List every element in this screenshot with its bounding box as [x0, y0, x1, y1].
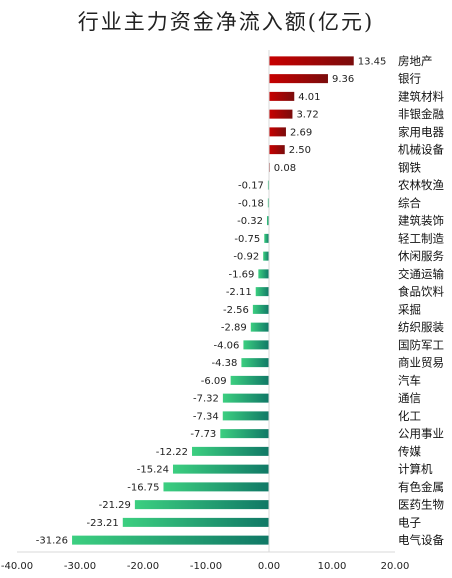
data-label: -0.92	[233, 252, 259, 263]
chart-title: 行业主力资金净流入额(亿元)	[77, 10, 375, 34]
data-label: -23.21	[87, 518, 119, 529]
bar	[72, 535, 269, 545]
data-label: 4.01	[298, 92, 320, 103]
bar	[269, 127, 286, 137]
category-label: 银行	[398, 72, 421, 86]
x-tick-label: -40.00	[1, 561, 33, 572]
x-tick-label: -10.00	[190, 561, 222, 572]
data-label: 3.72	[296, 110, 318, 121]
data-label: -31.26	[36, 536, 68, 547]
category-label: 国防军工	[398, 338, 444, 352]
bar	[267, 198, 269, 208]
category-label: 纺织服装	[398, 320, 444, 334]
category-label: 电气设备	[398, 533, 444, 547]
bar	[266, 216, 269, 226]
data-label: -21.29	[99, 500, 131, 511]
bar	[269, 56, 354, 66]
bar	[264, 233, 269, 243]
data-label: -2.89	[221, 323, 247, 334]
bar	[134, 500, 269, 510]
x-tick-label: -30.00	[64, 561, 96, 572]
bar	[222, 411, 269, 421]
category-label: 农林牧渔	[398, 178, 444, 192]
bar	[222, 393, 269, 403]
data-label: -4.38	[212, 358, 238, 369]
x-tick-label: 10.00	[318, 561, 347, 572]
bar	[267, 180, 269, 190]
category-label: 机械设备	[398, 143, 444, 157]
data-label: 2.69	[290, 127, 312, 138]
category-label: 休闲服务	[398, 249, 444, 263]
data-label: -0.17	[238, 181, 264, 192]
data-label: -2.11	[226, 287, 252, 298]
bar	[243, 340, 269, 350]
bar	[163, 482, 269, 492]
category-label: 轻工制造	[398, 231, 444, 245]
category-label: 建筑装饰	[398, 214, 444, 228]
bar	[220, 429, 269, 439]
bar	[258, 269, 269, 279]
x-tick-label: 0.00	[258, 561, 280, 572]
data-label: -7.34	[193, 411, 219, 422]
bar	[241, 358, 269, 368]
data-label: -7.73	[190, 429, 216, 440]
category-label: 汽车	[398, 373, 421, 387]
bar	[269, 145, 285, 155]
category-label: 采掘	[398, 302, 421, 316]
bar	[269, 74, 328, 84]
bar	[192, 446, 269, 456]
data-label: 0.08	[274, 163, 296, 174]
data-label: -0.75	[234, 234, 260, 245]
category-label: 化工	[398, 409, 421, 423]
category-label: 非银金融	[398, 107, 444, 121]
data-label: -15.24	[137, 465, 169, 476]
bar	[250, 322, 269, 332]
data-label: 9.36	[332, 74, 354, 85]
data-label: 13.45	[358, 56, 387, 67]
bar	[269, 109, 293, 119]
category-label: 传媒	[398, 444, 421, 458]
data-label: -0.32	[237, 216, 263, 227]
bar	[230, 375, 269, 385]
category-label: 建筑材料	[398, 89, 444, 103]
category-label: 计算机	[398, 462, 433, 476]
bar	[252, 304, 269, 314]
data-label: -4.06	[214, 340, 240, 351]
category-label: 公用事业	[398, 427, 444, 441]
category-label: 食品饮料	[398, 285, 444, 299]
category-label: 医药生物	[398, 498, 444, 512]
category-label: 有色金属	[398, 480, 444, 494]
category-label: 电子	[398, 515, 421, 529]
bar	[255, 287, 269, 297]
category-label: 交通运输	[398, 267, 444, 281]
bar	[269, 91, 295, 101]
category-label: 钢铁	[398, 160, 421, 174]
data-label: -16.75	[127, 482, 159, 493]
bar	[263, 251, 269, 261]
category-label: 房地产	[398, 54, 433, 68]
data-label: -7.32	[193, 394, 219, 405]
category-label: 通信	[398, 391, 421, 405]
data-label: -0.18	[238, 198, 264, 209]
bar	[172, 464, 269, 474]
data-label: -12.22	[156, 447, 188, 458]
x-tick-label: -20.00	[127, 561, 159, 572]
bar	[122, 517, 269, 527]
category-label: 家用电器	[398, 125, 444, 139]
data-label: -2.56	[223, 305, 249, 316]
x-tick-label: 20.00	[381, 561, 410, 572]
category-label: 综合	[398, 196, 421, 210]
data-label: -1.69	[228, 269, 254, 280]
category-label: 商业贸易	[398, 356, 444, 370]
data-label: 2.50	[289, 145, 311, 156]
data-label: -6.09	[201, 376, 227, 387]
